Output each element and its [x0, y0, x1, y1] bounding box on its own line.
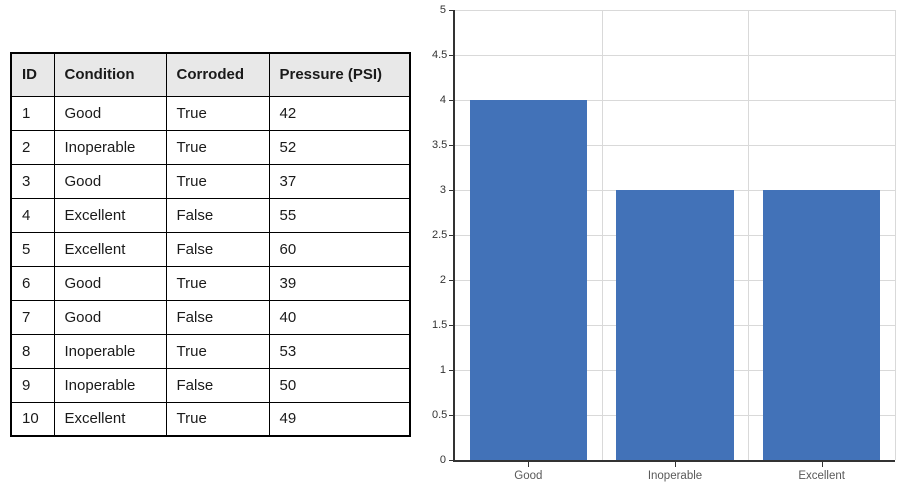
h-gridline [455, 55, 895, 56]
table-cell: 50 [268, 367, 411, 403]
table-cell: 2 [10, 129, 55, 165]
table-row: 7 Good False 40 [10, 299, 411, 335]
table-cell: 9 [10, 367, 55, 403]
table-header-cell: ID [10, 52, 55, 97]
data-table: ID Condition Corroded Pressure (PSI) 1 Good T… [10, 52, 411, 437]
table-cell: Good [53, 265, 167, 301]
v-gridline [895, 10, 896, 460]
y-axis-tick [449, 460, 454, 461]
h-gridline [455, 100, 895, 101]
table-cell: 3 [10, 163, 55, 199]
y-axis-tick [449, 235, 454, 236]
v-gridline [748, 10, 750, 460]
y-axis-tick [449, 10, 454, 11]
y-axis-tick [449, 280, 454, 281]
y-axis-tick-label: 1.5 [432, 319, 448, 331]
table-cell: 37 [268, 163, 411, 199]
table-cell: False [165, 197, 270, 233]
table-cell: 40 [268, 299, 411, 335]
chart-bar [763, 190, 881, 460]
table-cell: Inoperable [53, 367, 167, 403]
table-header-cell: Pressure (PSI) [268, 52, 411, 97]
table-cell: 39 [268, 265, 411, 301]
h-gridline [455, 10, 895, 11]
table-cell: Excellent [53, 197, 167, 233]
table-header-cell: Condition [53, 52, 167, 97]
table-cell: 4 [10, 197, 55, 233]
y-axis-tick [449, 145, 454, 146]
table-cell: 52 [268, 129, 411, 165]
y-axis-tick [449, 370, 454, 371]
x-axis-tick [821, 462, 823, 467]
table-row: 1 Good True 42 [10, 95, 411, 131]
table-row: 3 Good True 37 [10, 163, 411, 199]
bar-chart: 0 0.5 1 1.5 2 2.5 3 3.5 4 4.5 5 Good Inoperable Excel… [432, 0, 904, 487]
y-axis-tick-label: 4 [439, 94, 446, 106]
table-row: 10 Excellent True 49 [10, 401, 411, 437]
table-cell: Inoperable [53, 333, 167, 369]
table-cell: 53 [268, 333, 411, 369]
table-cell: 1 [10, 95, 55, 131]
table-row: 4 Excellent False 55 [10, 197, 411, 233]
table-cell: Excellent [53, 231, 167, 267]
table-cell: 60 [268, 231, 411, 267]
table-cell: Inoperable [53, 129, 167, 165]
table-cell: 55 [268, 197, 411, 233]
y-axis-tick-label: 5 [439, 4, 446, 16]
x-axis-category-label: Excellent [798, 470, 845, 482]
x-axis-category-label: Inoperable [647, 470, 703, 482]
y-axis-tick [449, 55, 454, 56]
table-cell: Good [53, 163, 167, 199]
y-axis-tick [449, 190, 454, 191]
table-cell: 42 [268, 95, 411, 131]
table-row: 6 Good True 39 [10, 265, 411, 301]
table-row: 9 Inoperable False 50 [10, 367, 411, 403]
y-axis-line [453, 10, 455, 462]
table-header-cell: Corroded [165, 52, 270, 97]
chart-bar [616, 190, 734, 460]
y-axis-tick [449, 100, 454, 101]
x-axis-line [453, 460, 895, 462]
y-axis-tick-label: 2.5 [432, 229, 448, 241]
table-header: ID Condition Corroded Pressure (PSI) [10, 52, 411, 97]
table-cell: Good [53, 299, 167, 335]
table-cell: False [165, 299, 270, 335]
table-row: 2 Inoperable True 52 [10, 129, 411, 165]
x-axis-tick [675, 462, 676, 467]
table-row: 5 Excellent False 60 [10, 231, 411, 267]
table-cell: 10 [10, 401, 55, 437]
x-axis-category-label: Good [514, 470, 543, 482]
table-cell: Excellent [53, 401, 167, 437]
table-cell: Good [53, 95, 167, 131]
table-cell: True [165, 333, 270, 369]
y-axis-tick-label: 0.5 [432, 409, 448, 421]
y-axis-tick-label: 3.5 [432, 139, 448, 151]
table-cell: True [165, 401, 270, 437]
table-cell: 49 [268, 401, 411, 437]
y-axis-tick-label: 2 [439, 274, 446, 286]
table-cell: True [165, 265, 270, 301]
table-cell: False [165, 367, 270, 403]
table-cell: 5 [10, 231, 55, 267]
table-cell: 6 [10, 265, 55, 301]
y-axis-tick [449, 325, 454, 326]
table-cell: True [165, 95, 270, 131]
y-axis-tick [449, 415, 454, 416]
chart-bar [469, 100, 587, 460]
x-axis-tick [528, 462, 530, 467]
h-gridline [455, 145, 895, 146]
table-body: 1 Good True 42 2 Inoperable True 52 3 Good True 37 4… [10, 95, 411, 437]
table-row: 8 Inoperable True 53 [10, 333, 411, 369]
table-cell: 7 [10, 299, 55, 335]
y-axis-tick-label: 3 [439, 184, 446, 196]
table-header-row: ID Condition Corroded Pressure (PSI) [10, 52, 411, 97]
y-axis-tick-label: 4.5 [432, 49, 448, 61]
table-cell: True [165, 163, 270, 199]
y-axis-tick-label: 1 [439, 364, 446, 376]
y-axis-tick-label: 0 [439, 454, 446, 466]
v-gridline [601, 10, 603, 460]
table-cell: 8 [10, 333, 55, 369]
table-cell: True [165, 129, 270, 165]
table-cell: False [165, 231, 270, 267]
